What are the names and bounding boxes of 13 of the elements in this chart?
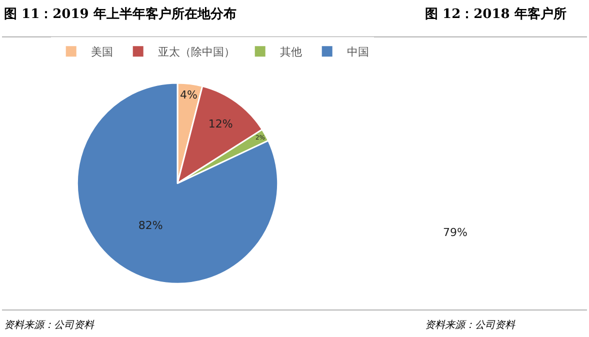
text: 79%	[443, 226, 468, 239]
legend-label: 中国	[347, 46, 370, 59]
chart-title: 图 11：2019 年上半年客户所在地分布	[4, 6, 236, 22]
legend-label: 其他	[280, 46, 302, 59]
pie-slice	[76, 82, 278, 284]
legend-label: 美国	[91, 46, 114, 59]
data-label: 82%	[138, 219, 163, 232]
text: 资料来源：公司资料	[4, 319, 95, 331]
legend-label: 亚太（除中国）	[158, 46, 236, 59]
text: 资料来源：公司资料	[425, 319, 516, 331]
text: 图 12：2018 年客户所	[425, 6, 566, 22]
data-label: 12%	[208, 117, 233, 130]
data-label: 4%	[180, 88, 198, 102]
